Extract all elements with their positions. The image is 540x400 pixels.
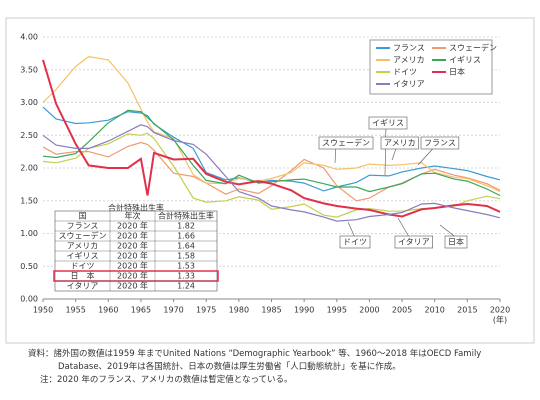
table-cell: 日 本 (71, 271, 95, 281)
callout: ドイツ (343, 238, 367, 247)
table-cell: 2020 年 (117, 251, 148, 261)
table-cell: フランス (67, 222, 99, 231)
y-tick-label: 2.00 (20, 164, 38, 173)
y-tick-label: 1.50 (20, 196, 38, 205)
x-axis-label: (年) (493, 315, 507, 325)
callout-box (380, 136, 419, 150)
source: 資料：諸外国の数値は1959 年までUnited Nations “Demogr… (28, 349, 482, 372)
x-tick-label: 1965 (131, 306, 151, 315)
legend-label: イタリア (393, 80, 425, 89)
table-cell: 1.53 (177, 262, 195, 271)
callout: イギリス (372, 119, 404, 128)
table-cell: 1.24 (177, 282, 195, 291)
legend-label: アメリカ (393, 56, 425, 65)
legend-label: フランス (393, 44, 425, 53)
table-cell: 1.66 (177, 232, 195, 241)
callout-box (420, 136, 460, 150)
callout-box (339, 235, 371, 249)
x-tick-label: 2020 (490, 306, 510, 315)
table-cell: アメリカ (67, 242, 99, 251)
footer: 資料：諸外国の数値は1959 年までUnited Nations “Demogr… (28, 348, 528, 387)
table-cell: ドイツ (71, 262, 95, 271)
series-line (42, 59, 501, 218)
callout-box (318, 136, 374, 150)
table-header: 国 (79, 212, 87, 221)
callout: イタリア (398, 238, 430, 247)
legend-label: スウェーデン (449, 43, 497, 53)
y-tick-label: 0.00 (20, 295, 38, 304)
x-tick-label: 1950 (33, 306, 53, 315)
callout-box (368, 116, 408, 130)
y-tick-label: 3.00 (20, 98, 38, 107)
table-cell: スウェーデン (59, 231, 107, 241)
table-cell: 2020 年 (117, 231, 148, 241)
series-line (42, 124, 501, 222)
x-tick-label: 1960 (98, 306, 118, 315)
x-tick-label: 1955 (65, 306, 85, 315)
table-header: 年次 (125, 211, 141, 221)
y-tick-label: 2.50 (20, 131, 38, 140)
x-tick-label: 2015 (457, 306, 477, 315)
y-tick-label: 1.00 (20, 229, 38, 238)
callout-box (444, 235, 468, 249)
x-tick-label: 1995 (327, 306, 347, 315)
table-cell: 2020 年 (117, 241, 148, 251)
table-cell: 2020 年 (117, 281, 148, 291)
chart: 0.00 0.50 1.00 1.50 2.00 2.50 3.00 3.50 4.00 1950… (5, 17, 535, 344)
legend-label: ドイツ (393, 68, 417, 77)
table-cell: 1.33 (177, 272, 195, 281)
table-cell: イタリア (67, 282, 99, 291)
table-cell: 2020 年 (117, 271, 148, 281)
table-cell: 2020 年 (117, 261, 148, 271)
y-tick-label: 0.50 (20, 262, 38, 271)
x-tick-label: 2000 (359, 306, 379, 315)
table-cell: 1.64 (177, 242, 195, 251)
x-tick-label: 2010 (425, 306, 445, 315)
x-tick-label: 1975 (196, 306, 216, 315)
x-tick-label: 1985 (261, 306, 281, 315)
legend-label: 日本 (449, 67, 465, 77)
x-tick-label: 1980 (229, 306, 249, 315)
x-tick-label: 1970 (163, 306, 183, 315)
legend-box (369, 39, 493, 95)
y-tick-label: 4.00 (20, 33, 38, 42)
table-title: 合計特殊出生率 (108, 203, 164, 213)
callout-box (394, 235, 433, 249)
series-line (42, 55, 501, 193)
callout: スウェーデン (322, 138, 370, 148)
table-header: 合計特殊出生率 (158, 211, 214, 221)
table-cell: 2020 年 (117, 221, 148, 231)
series-line (42, 141, 501, 202)
table-cell: 1.82 (177, 222, 195, 231)
x-tick-label: 1990 (294, 306, 314, 315)
table-cell: イギリス (67, 252, 99, 261)
note: 注：2020 年のフランス、アメリカの数値は暫定値となっている。 (40, 375, 293, 385)
legend-label: イギリス (449, 56, 481, 65)
table-cell: 1.58 (177, 252, 195, 261)
y-tick-label: 3.50 (20, 65, 38, 74)
x-tick-label: 2005 (392, 306, 412, 315)
callout: フランス (424, 139, 456, 148)
callout: 日本 (448, 237, 464, 247)
callout: アメリカ (384, 139, 416, 148)
